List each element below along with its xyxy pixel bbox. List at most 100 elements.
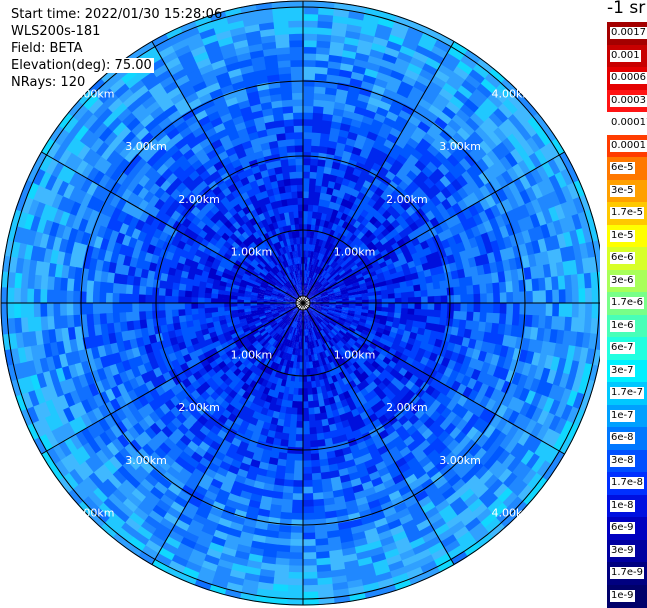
range-gate-cell: [198, 313, 206, 320]
range-gate-cell: [303, 197, 309, 204]
range-gate-cell: [303, 86, 315, 93]
range-gate-cell: [287, 440, 296, 448]
range-gate-cell: [46, 302, 53, 316]
range-gate-cell: [480, 303, 487, 313]
range-gate-cell: [434, 310, 442, 318]
range-gate-cell: [288, 565, 303, 573]
range-gate-cell: [178, 309, 186, 316]
range-gate-cell: [302, 487, 313, 494]
range-gate-cell: [40, 302, 47, 317]
range-gate-cell: [302, 480, 312, 487]
range-gate-cell: [308, 408, 315, 416]
range-gate-cell: [151, 295, 158, 304]
range-gate-cell: [287, 572, 303, 580]
range-gate-cell: [285, 460, 295, 468]
range-gate-cell: [66, 290, 73, 303]
range-gate-cell: [526, 303, 533, 316]
range-gate-cell: [447, 295, 454, 304]
range-gate-cell: [79, 290, 86, 303]
range-gate-cell: [302, 546, 316, 553]
range-gate-cell: [237, 306, 244, 310]
range-gate-cell: [302, 506, 314, 513]
range-gate-cell: [302, 552, 316, 559]
range-gate-cell: [394, 293, 402, 299]
range-gate-cell: [533, 291, 540, 304]
range-gate-cell: [178, 289, 186, 296]
range-gate-cell: [294, 454, 303, 461]
range-gate-cell: [434, 296, 441, 304]
range-gate-cell: [532, 303, 539, 316]
range-gate-cell: [486, 313, 494, 324]
range-gate-cell: [539, 303, 546, 317]
range-gate-cell: [303, 237, 307, 244]
range-gate-cell: [303, 20, 319, 28]
range-gate-cell: [466, 312, 474, 322]
range-gate-cell: [171, 296, 178, 303]
range-gate-cell: [151, 302, 158, 311]
range-gate-cell: [453, 311, 461, 320]
range-gate-cell: [303, 421, 310, 428]
range-gate-cell: [311, 152, 320, 160]
range-gate-cell: [421, 290, 429, 297]
range-gate-cell: [388, 293, 395, 299]
range-gate-cell: [552, 290, 559, 304]
range-gate-cell: [306, 368, 310, 375]
range-gate-cell: [171, 309, 179, 317]
range-gate-cell: [434, 303, 441, 311]
range-gate-cell: [165, 288, 173, 296]
range-gate-cell: [473, 303, 480, 313]
range-gate-cell: [500, 303, 507, 315]
range-gate-cell: [92, 302, 99, 314]
range-gate-cell: [480, 293, 487, 303]
range-gate-cell: [126, 284, 134, 294]
range-gate-cell: [139, 285, 147, 295]
range-gate-cell: [112, 292, 119, 303]
range-gate-cell: [309, 427, 317, 435]
range-gate-cell: [288, 559, 303, 567]
range-gate-cell: [303, 158, 311, 165]
range-gate-cell: [302, 460, 311, 467]
range-gate-cell: [132, 293, 139, 303]
range-gate-cell: [53, 302, 60, 316]
range-gate-cell: [313, 400, 320, 408]
range-gate-cell: [303, 165, 311, 172]
range-gate-cell: [310, 447, 319, 455]
range-gate-cell: [466, 285, 474, 295]
range-gate-cell: [395, 303, 402, 309]
range-gate-cell: [92, 291, 99, 303]
range-gate-cell: [414, 303, 421, 310]
range-gate-cell: [125, 311, 133, 321]
range-gate-cell: [303, 184, 310, 191]
range-gate-cell: [171, 303, 178, 310]
range-gate-cell: [184, 303, 191, 310]
range-gate-cell: [20, 287, 28, 303]
range-gate-cell: [27, 287, 35, 303]
range-gate-cell: [302, 533, 315, 540]
range-gate-cell: [138, 302, 145, 311]
range-gate-cell: [105, 302, 112, 313]
range-gate-cell: [559, 289, 566, 304]
range-gate-cell: [308, 414, 315, 422]
range-gate-cell: [284, 466, 294, 474]
range-gate-cell: [119, 312, 127, 323]
range-gate-cell: [421, 309, 429, 316]
range-gate-cell: [217, 298, 224, 303]
range-gate-cell: [302, 572, 318, 579]
range-gate-cell: [33, 288, 41, 303]
range-gate-cell: [307, 394, 313, 402]
range-gate-cell: [106, 292, 113, 303]
range-gate-cell: [559, 303, 567, 318]
range-gate-cell: [178, 296, 185, 303]
range-gate-cell: [282, 486, 293, 494]
range-gate-cell: [428, 296, 435, 303]
range-gate-cell: [14, 302, 22, 318]
range-gate-cell: [99, 302, 106, 314]
range-gate-cell: [408, 297, 415, 303]
range-gate-cell: [302, 592, 319, 599]
range-gate-cell: [592, 288, 599, 305]
range-gate-cell: [307, 388, 313, 395]
range-gate-cell: [145, 310, 153, 319]
range-gate-cell: [292, 487, 303, 494]
range-gate-cell: [230, 306, 237, 310]
range-gate-cell: [388, 303, 395, 308]
